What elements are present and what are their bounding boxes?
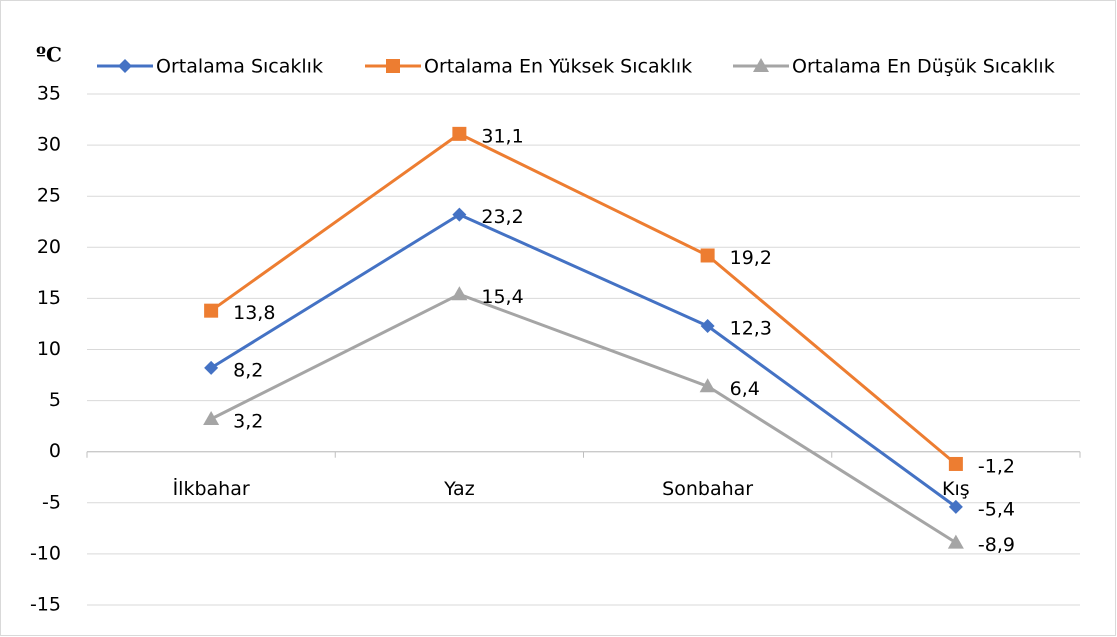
y-tick-label: 0 <box>49 440 61 462</box>
marker <box>753 58 769 72</box>
series-line <box>210 292 957 544</box>
series-line <box>210 213 957 509</box>
marker <box>700 318 715 333</box>
y-tick-label: -5 <box>42 491 61 513</box>
legend-label: Ortalama En Düşük Sıcaklık <box>792 56 1055 78</box>
y-tick-label: -15 <box>30 594 61 616</box>
data-label: -1,2 <box>978 455 1015 477</box>
marker <box>947 534 964 549</box>
y-axis-label: ºC <box>36 43 62 67</box>
x-tick-label: Yaz <box>443 478 475 500</box>
data-label: 23,2 <box>481 206 523 228</box>
y-tick-label: 5 <box>49 389 61 411</box>
data-label: -5,4 <box>978 498 1015 520</box>
x-tick-label: İlkbahar <box>173 477 250 500</box>
marker <box>700 248 715 263</box>
data-label: 31,1 <box>481 125 523 147</box>
y-tick-label: 10 <box>37 338 61 360</box>
series-line <box>210 132 957 466</box>
y-tick-label: -10 <box>30 542 61 564</box>
data-label: -8,9 <box>978 534 1015 556</box>
marker <box>699 378 716 393</box>
data-label: 8,2 <box>233 359 263 381</box>
x-tick-label: Kış <box>942 478 970 500</box>
y-tick-label: 15 <box>37 287 61 309</box>
data-label: 19,2 <box>730 247 772 269</box>
marker <box>452 126 467 141</box>
y-tick-label: 20 <box>37 236 61 258</box>
marker <box>204 303 219 318</box>
y-tick-label: 30 <box>37 134 61 156</box>
data-label: 13,8 <box>233 302 275 324</box>
marker <box>948 499 963 514</box>
data-label: 12,3 <box>730 317 772 339</box>
data-label: 6,4 <box>730 378 760 400</box>
marker <box>948 456 963 471</box>
marker <box>204 360 219 375</box>
marker <box>203 410 220 425</box>
marker <box>452 207 467 222</box>
data-label: 15,4 <box>481 286 523 308</box>
x-tick-label: Sonbahar <box>662 478 753 500</box>
legend-label: Ortalama En Yüksek Sıcaklık <box>424 56 692 78</box>
marker <box>386 59 400 73</box>
data-label: 3,2 <box>233 410 263 432</box>
marker <box>118 59 132 73</box>
marker <box>451 286 468 301</box>
y-tick-label: 35 <box>37 83 61 105</box>
legend-label: Ortalama Sıcaklık <box>156 56 323 78</box>
y-tick-label: 25 <box>37 185 61 207</box>
